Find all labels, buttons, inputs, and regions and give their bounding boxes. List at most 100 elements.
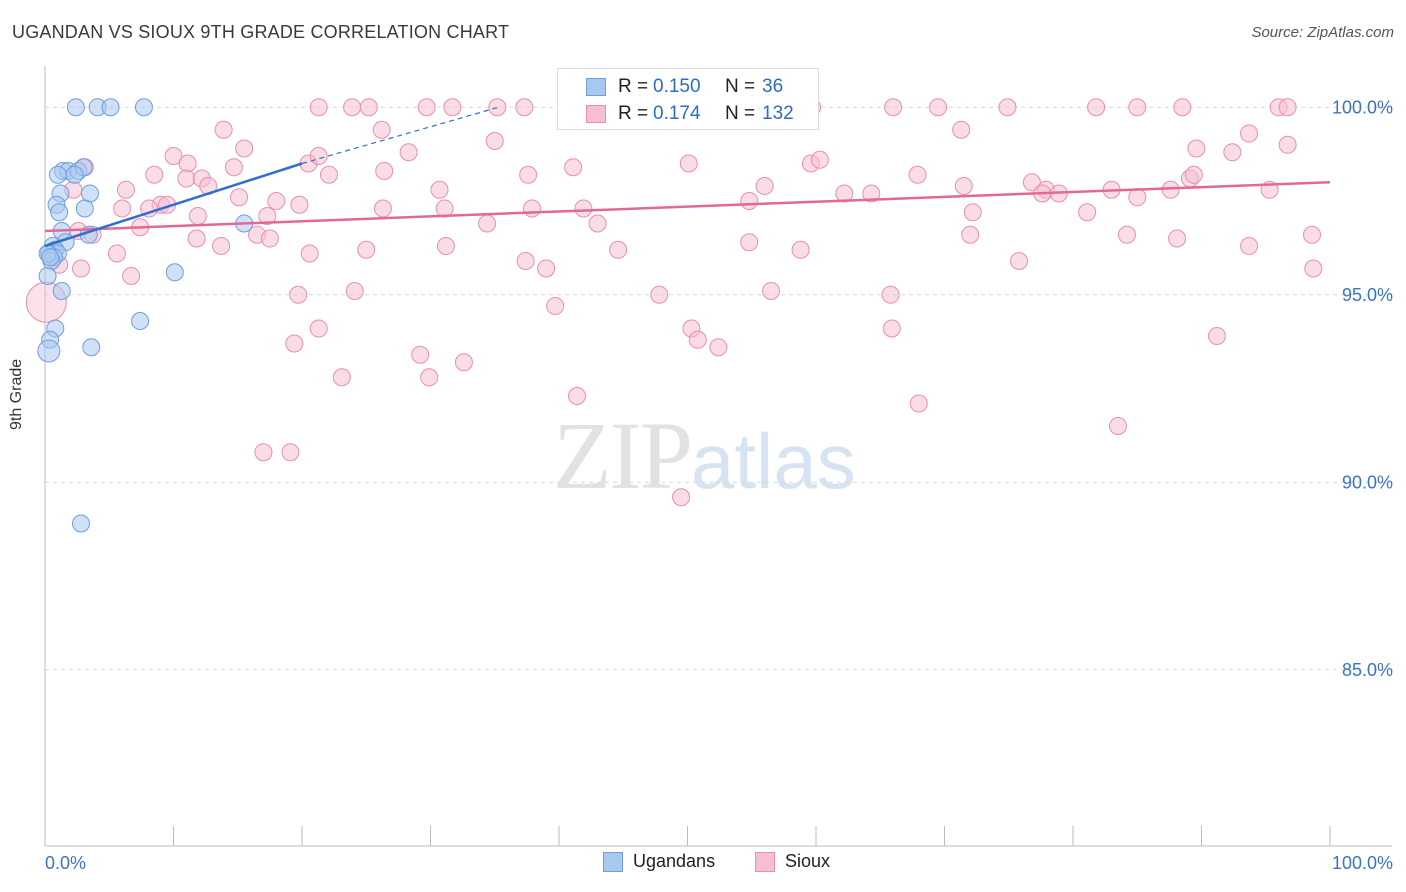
sioux-point: [546, 297, 565, 315]
n-label: N =: [725, 103, 756, 124]
sioux-point: [267, 192, 286, 210]
sioux-point: [884, 98, 903, 117]
grid-lines: [45, 106, 1392, 671]
legend-ugandans[interactable]: Ugandans: [603, 851, 715, 873]
sioux-point: [116, 180, 135, 199]
sioux-point: [1278, 135, 1297, 154]
sioux-points: [25, 98, 1323, 507]
sioux-point: [285, 334, 304, 353]
ugandans-point: [71, 514, 90, 533]
sioux-point: [357, 240, 376, 259]
ugandans-point: [50, 203, 69, 222]
sioux-point: [1128, 188, 1147, 207]
sioux-point: [954, 177, 973, 195]
sioux-point: [488, 98, 507, 117]
sioux-point: [214, 120, 233, 139]
sioux-point: [929, 98, 948, 117]
ugandans-trend-extension: [301, 106, 499, 165]
sioux-point: [961, 225, 980, 244]
sioux-point: [1240, 237, 1259, 255]
sioux-point: [224, 158, 243, 177]
sioux-point: [1304, 259, 1323, 278]
sioux-point: [650, 285, 669, 304]
sioux-point: [122, 267, 141, 285]
ugandans-point: [37, 339, 61, 363]
sioux-point: [113, 199, 132, 218]
sioux-point: [290, 195, 309, 214]
sioux-point: [908, 165, 927, 184]
sioux-point: [762, 282, 781, 300]
sioux-point: [709, 338, 728, 357]
sioux-point: [177, 169, 196, 188]
n-label: N =: [725, 76, 756, 97]
sioux-point: [679, 154, 698, 173]
sioux-point: [963, 203, 982, 222]
sioux-point: [909, 394, 928, 413]
sioux-point: [740, 192, 759, 210]
sioux-point: [835, 184, 854, 203]
sioux-point: [588, 214, 607, 233]
sioux-point: [212, 237, 231, 255]
ugandans-point: [38, 267, 57, 285]
sioux-point: [164, 147, 183, 165]
sioux-point: [478, 214, 497, 233]
sioux-trend-line: [44, 181, 1331, 233]
sioux-point: [319, 165, 338, 184]
sioux-point: [289, 285, 308, 304]
sioux-point: [260, 229, 279, 248]
watermark-zip: ZIP: [553, 402, 693, 509]
sioux-point: [375, 162, 394, 180]
sioux-point: [417, 98, 436, 117]
y-tick-label-3: 85.0%: [1342, 660, 1393, 680]
ugandans-swatch: [586, 78, 606, 96]
sioux-point: [436, 237, 455, 255]
sioux-point: [1168, 229, 1187, 248]
sioux-point: [300, 244, 319, 263]
sioux-point: [952, 120, 971, 139]
sioux-point: [309, 147, 328, 165]
sioux-point: [188, 207, 207, 225]
sioux-point: [516, 252, 535, 270]
sioux-point: [1223, 143, 1242, 162]
sioux-point: [523, 199, 542, 218]
sioux-point: [672, 488, 691, 507]
r-label: R =: [618, 76, 649, 97]
sioux-point: [519, 165, 538, 184]
sioux-point: [254, 443, 273, 462]
sioux-point: [178, 154, 197, 173]
sioux-point: [235, 139, 254, 158]
y-tick-label-2: 90.0%: [1342, 472, 1393, 492]
ugandans-point: [134, 98, 153, 117]
sioux-point: [564, 158, 583, 177]
sioux-point: [107, 244, 126, 263]
sioux-point: [998, 98, 1017, 117]
r-value: 0.150: [653, 76, 701, 97]
sioux-point: [1303, 225, 1322, 244]
source-label: Source: ZipAtlas.com: [1251, 24, 1394, 41]
sioux-point: [281, 443, 300, 462]
n-value: 36: [762, 76, 784, 97]
sioux-point: [1117, 225, 1136, 244]
n-value: 132: [762, 103, 794, 124]
ugandans-point: [48, 165, 67, 184]
sioux-point: [443, 98, 462, 117]
sioux-point: [420, 368, 439, 387]
sioux-point: [332, 368, 351, 387]
sioux-point: [515, 98, 534, 117]
sioux-point: [567, 387, 586, 405]
sioux-point: [373, 199, 392, 218]
ugandans-point: [131, 312, 150, 330]
sioux-point: [1078, 203, 1097, 222]
legend-row-sioux: R = 0.174 N = 132: [558, 100, 818, 128]
axes: [44, 66, 1392, 847]
ugandans-point: [82, 338, 101, 357]
legend-sioux[interactable]: Sioux: [755, 851, 830, 873]
y-tick-label-0: 100.0%: [1332, 97, 1393, 117]
sioux-point: [411, 345, 430, 364]
sioux-point: [1108, 417, 1127, 435]
sioux-point: [574, 199, 593, 218]
x-tick-label-1: 100.0%: [1332, 853, 1393, 873]
stats-legend: R = 0.150 N = 36 R = 0.174 N = 132: [557, 68, 819, 130]
sioux-point: [881, 285, 900, 304]
